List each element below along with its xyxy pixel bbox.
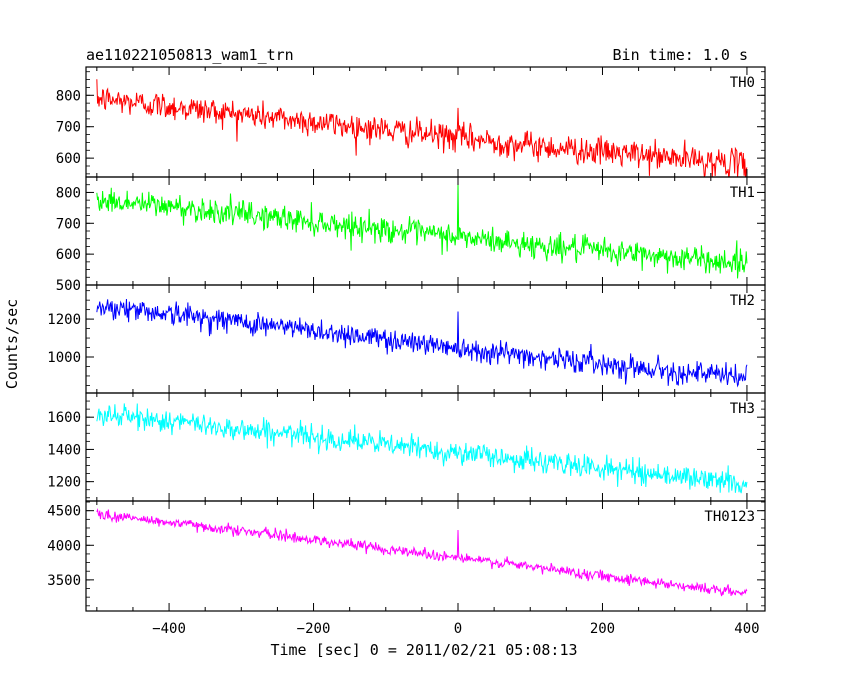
panel-name-label: TH1 (730, 185, 755, 201)
panel-th0123: 3500 4000 4500 TH0123 (47, 500, 766, 612)
x-tick-label: 400 (734, 621, 759, 637)
x-tick-label: −400 (152, 621, 186, 637)
series-th0 (96, 79, 748, 177)
y-tick-label: 500 (56, 278, 81, 294)
y-axis-label: Counts/sec (3, 299, 21, 389)
series-th3 (96, 403, 748, 494)
x-axis-label: Time [sec] 0 = 2011/02/21 05:08:13 (270, 641, 577, 659)
y-tick-label: 1200 (47, 312, 81, 328)
chart-title: ae110221050813_wam1_trn (86, 46, 294, 64)
bin-time-label: Bin time: 1.0 s (613, 46, 748, 64)
panels-group: 600 700 800 TH0 500 600 700 800 TH1 1000 1200 TH2 12… (47, 66, 766, 637)
y-tick-label: 4500 (47, 504, 81, 520)
y-tick-label: 600 (56, 247, 81, 263)
panel-frame (85, 66, 766, 178)
panel-th3: 1200 1400 1600 TH3 (47, 392, 766, 502)
y-tick-label: 1200 (47, 475, 81, 491)
y-tick-label: 3500 (47, 573, 81, 589)
y-tick-label: 600 (56, 151, 81, 167)
y-tick-label: 800 (56, 88, 81, 104)
panel-frame (85, 500, 766, 612)
panel-th2: 1000 1200 TH2 (47, 284, 766, 394)
y-tick-label: 1600 (47, 410, 81, 426)
panel-th1: 500 600 700 800 TH1 (56, 176, 766, 294)
y-tick-label: 1400 (47, 442, 81, 458)
x-tick-label: 0 (454, 621, 462, 637)
panel-name-label: TH2 (730, 293, 755, 309)
panel-name-label: TH3 (730, 401, 755, 417)
series-th0123 (96, 508, 748, 597)
series-th2 (96, 299, 748, 388)
y-tick-label: 700 (56, 120, 81, 136)
x-tick-label: −200 (297, 621, 331, 637)
panel-name-label: TH0123 (704, 509, 755, 525)
x-tick-label: 200 (590, 621, 615, 637)
panel-frame (85, 284, 766, 394)
y-tick-label: 4000 (47, 538, 81, 554)
y-tick-label: 800 (56, 185, 81, 201)
y-tick-label: 1000 (47, 350, 81, 366)
panel-name-label: TH0 (730, 75, 755, 91)
panel-th0: 600 700 800 TH0 (56, 66, 766, 178)
series-th1 (96, 183, 748, 279)
y-tick-label: 700 (56, 216, 81, 232)
